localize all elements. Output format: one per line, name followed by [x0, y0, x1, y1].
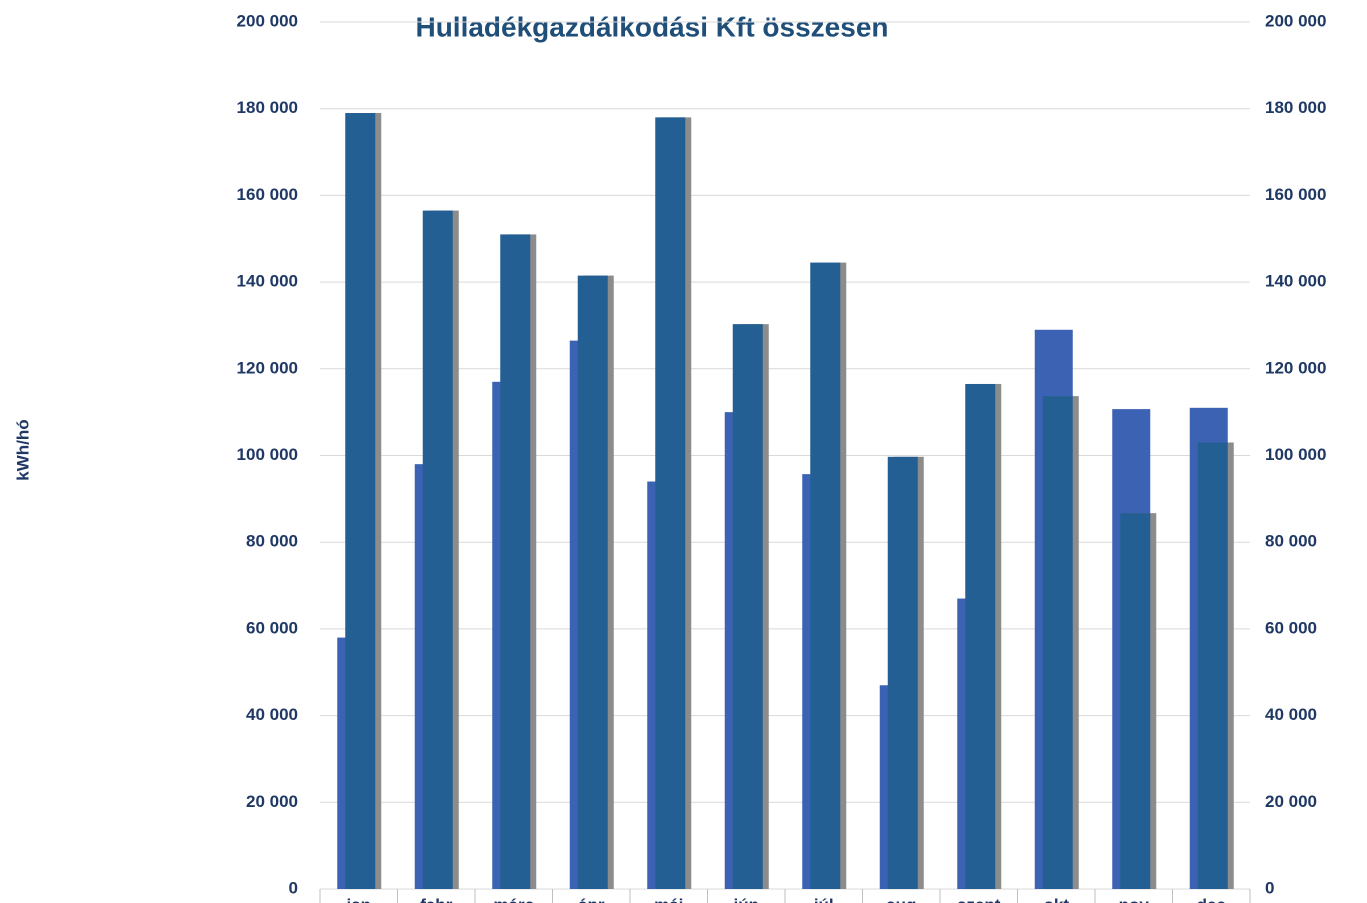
y2-tick-label: 120 000 [1265, 358, 1326, 377]
y2-tick-label: 60 000 [1265, 618, 1317, 637]
bar [810, 262, 841, 889]
y-tick-label: 100 000 [237, 445, 298, 464]
bar [500, 234, 531, 890]
y2-tick-label: 80 000 [1265, 532, 1317, 551]
y2-tick-label: 200 000 [1265, 11, 1326, 30]
x-tick-label: jan [345, 895, 371, 903]
y2-tick-label: 160 000 [1265, 185, 1326, 204]
y-tick-label: 20 000 [246, 792, 298, 811]
y2-tick-label: 0 [1265, 878, 1274, 897]
bar [1120, 513, 1151, 889]
y-tick-label: 60 000 [246, 618, 298, 637]
y-tick-label: 200 000 [237, 11, 298, 30]
y-tick-label: 40 000 [246, 705, 298, 724]
bar [422, 210, 453, 889]
bar [655, 117, 686, 890]
y2-tick-label: 40 000 [1265, 705, 1317, 724]
x-tick-label: jún [733, 895, 760, 903]
bar [1042, 396, 1073, 889]
x-tick-label: szept [957, 895, 1001, 903]
y-tick-label: 120 000 [237, 358, 298, 377]
chart-title: Hulladékgazdálkodási Kft összesen [415, 11, 888, 42]
bar [345, 113, 376, 889]
x-tick-label: febr [420, 895, 453, 903]
y2-tick-label: 100 000 [1265, 445, 1326, 464]
y-tick-label: 180 000 [237, 98, 298, 117]
x-tick-label: aug [886, 895, 916, 903]
bar [1197, 442, 1228, 889]
y-axis-label: kWh/hó [13, 419, 32, 480]
y-tick-label: 80 000 [246, 532, 298, 551]
y2-tick-label: 20 000 [1265, 792, 1317, 811]
x-tick-label: márc [493, 895, 534, 903]
y2-tick-label: 140 000 [1265, 272, 1326, 291]
y-tick-label: 0 [289, 878, 298, 897]
x-tick-label: máj [654, 895, 683, 903]
y2-tick-label: 180 000 [1265, 98, 1326, 117]
x-tick-label: júl [813, 895, 834, 903]
bar [577, 275, 608, 889]
bar [732, 324, 763, 889]
y-tick-label: 160 000 [237, 185, 298, 204]
bar [965, 383, 996, 889]
y-tick-label: 140 000 [237, 272, 298, 291]
x-tick-label: okt [1044, 895, 1070, 903]
bar [887, 456, 918, 889]
x-tick-label: nov [1119, 895, 1150, 903]
x-tick-label: ápr [578, 895, 605, 903]
x-tick-label: dec [1197, 895, 1226, 903]
